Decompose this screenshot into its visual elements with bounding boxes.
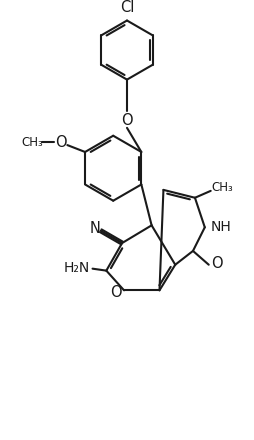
Text: O: O <box>121 114 133 128</box>
Text: N: N <box>89 221 100 236</box>
Text: O: O <box>211 256 223 271</box>
Text: H₂N: H₂N <box>64 260 90 275</box>
Text: CH₃: CH₃ <box>21 136 43 149</box>
Text: CH₃: CH₃ <box>212 181 233 194</box>
Text: Cl: Cl <box>120 0 134 15</box>
Text: O: O <box>55 135 66 150</box>
Text: NH: NH <box>210 220 231 235</box>
Text: O: O <box>110 285 122 300</box>
